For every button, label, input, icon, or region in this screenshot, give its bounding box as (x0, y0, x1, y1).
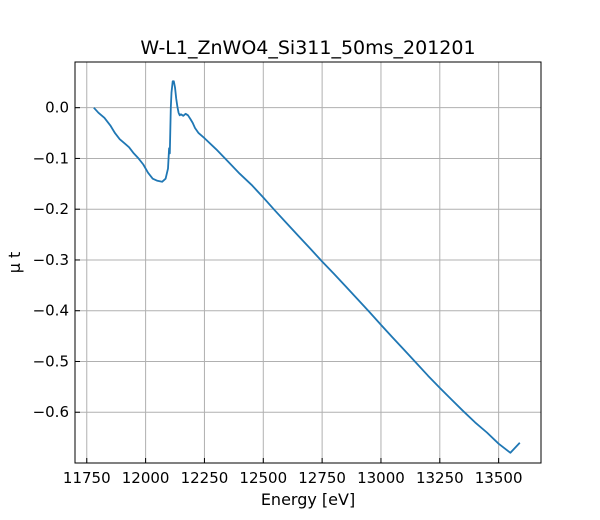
chart-title: W-L1_ZnWO4_Si311_50ms_201201 (140, 37, 475, 59)
series-line (93, 80, 521, 454)
x-tick-label: 12750 (298, 469, 346, 487)
x-tick-label: 12250 (181, 469, 229, 487)
x-tick-label: 13250 (416, 469, 464, 487)
x-tick-label: 13000 (357, 469, 405, 487)
x-tick-label: 12000 (122, 469, 170, 487)
x-tick-label: 11750 (63, 469, 111, 487)
y-tick-label: −0.4 (33, 302, 69, 320)
y-axis-title: μ t (5, 252, 24, 274)
x-tick-label: 12500 (239, 469, 287, 487)
x-tick-label: 13500 (475, 469, 523, 487)
y-tick-label: −0.5 (33, 352, 69, 370)
y-tick-label: −0.3 (33, 251, 69, 269)
series-layer (93, 80, 521, 454)
grid-lines (75, 62, 541, 463)
plot-frame (74, 61, 542, 464)
y-tick-label: 0.0 (45, 99, 69, 117)
y-tick-label: −0.1 (33, 149, 69, 167)
x-axis-title: Energy [eV] (261, 490, 355, 509)
y-tick-label: −0.6 (33, 403, 69, 421)
y-tick-label: −0.2 (33, 200, 69, 218)
axis-ticks: 11750 12000 12250 12500 12750 13000 13250 13500… (33, 99, 523, 487)
